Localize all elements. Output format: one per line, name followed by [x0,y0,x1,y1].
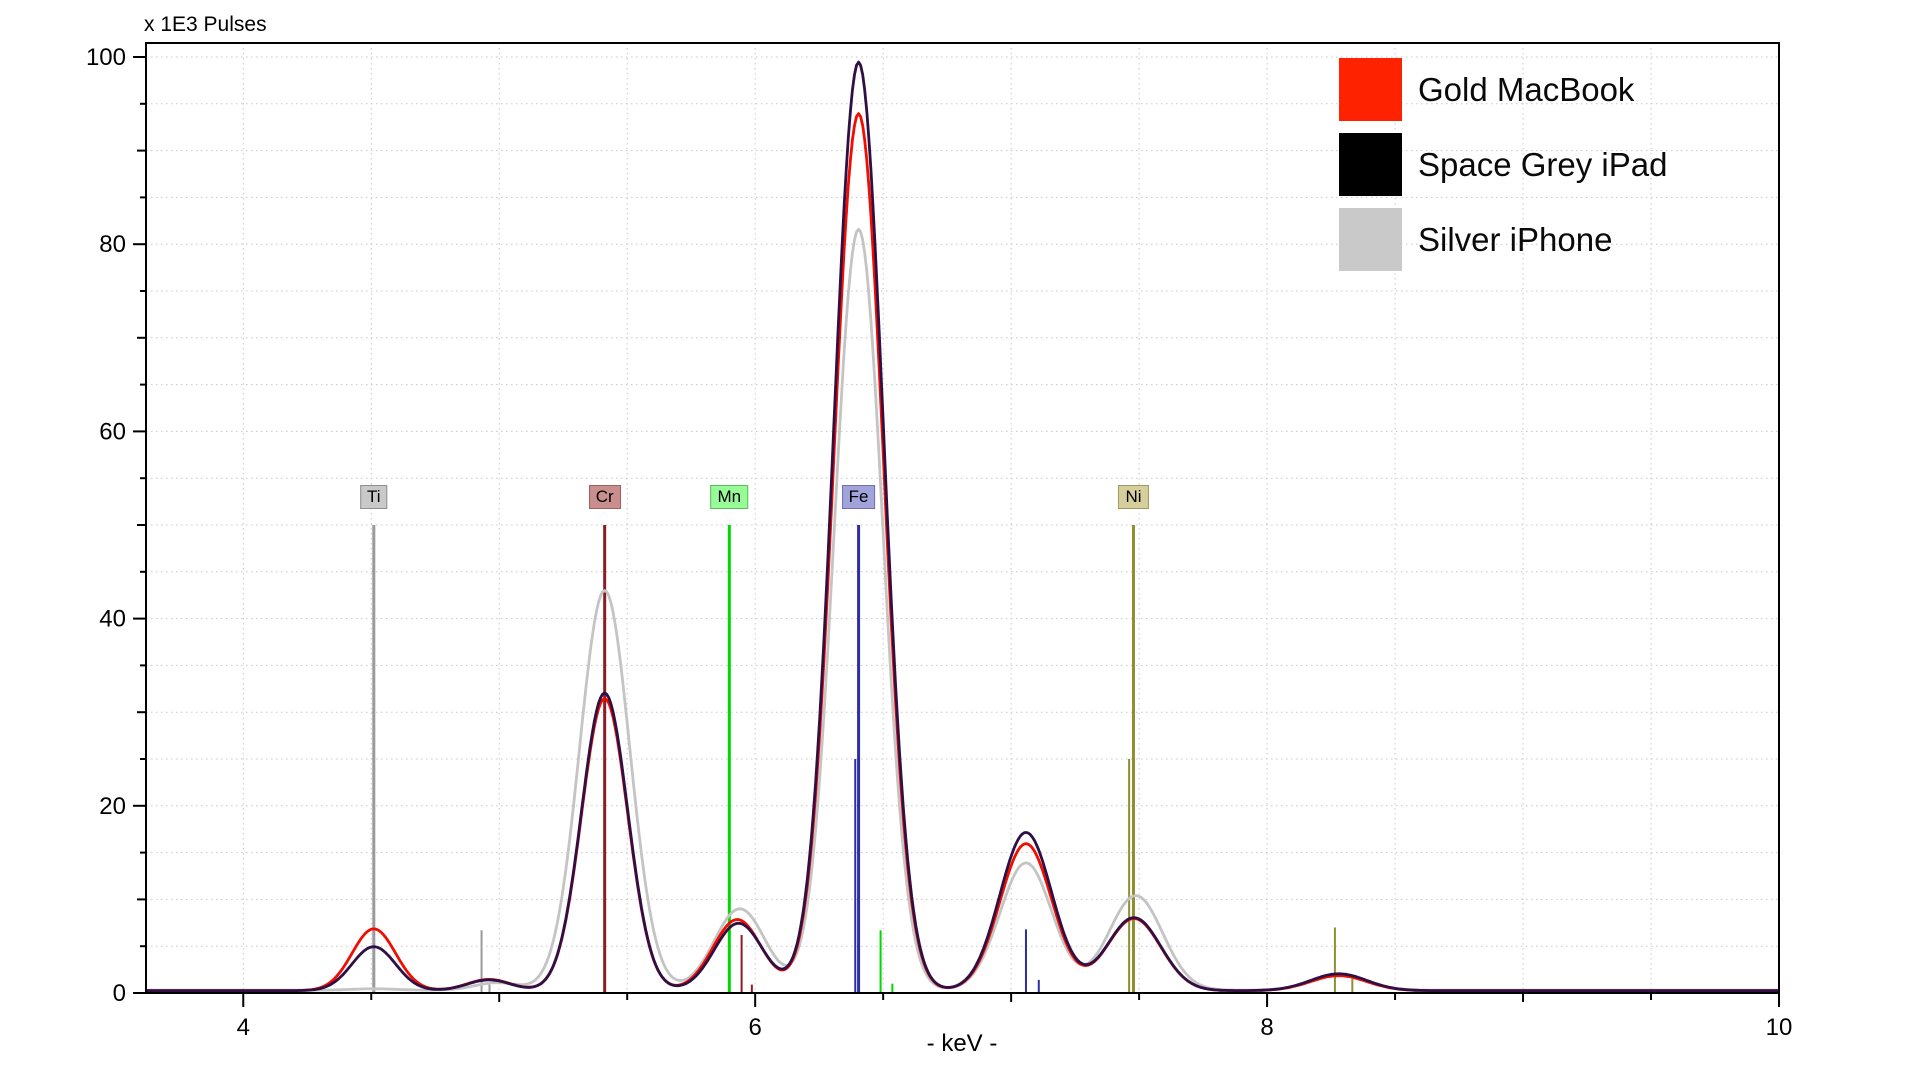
legend-swatch-silver-iphone [1339,208,1402,271]
svg-text:20: 20 [99,793,126,820]
legend-item-space-grey-ipad: Space Grey iPad [1339,133,1667,196]
svg-text:60: 60 [99,418,126,445]
series-silver-iphone [146,227,1778,992]
element-label-ni: Ni [1118,485,1149,509]
element-label-cr: Cr [588,485,621,509]
element-label-ti: Ti [360,485,388,509]
legend-label-gold-macbook: Gold MacBook [1418,70,1635,108]
legend-label-silver-iphone: Silver iPhone [1418,220,1613,258]
svg-text:80: 80 [99,231,126,258]
svg-text:0: 0 [113,980,126,1007]
svg-text:10: 10 [1766,1014,1793,1041]
gridlines [146,43,1779,993]
svg-text:40: 40 [99,606,126,633]
axis-ticks [133,56,1780,1007]
y-axis-title: x 1E3 Pulses [144,13,267,36]
plot-border [145,42,1780,994]
legend-item-gold-macbook: Gold MacBook [1339,58,1667,121]
legend-swatch-gold-macbook [1339,58,1402,121]
svg-text:100: 100 [86,44,126,71]
legend: Gold MacBook Space Grey iPad Silver iPho… [1339,58,1667,283]
element-marker-lines [372,525,1354,993]
element-label-mn: Mn [710,485,749,509]
series-space-grey-ipad [146,60,1778,993]
svg-text:6: 6 [748,1014,761,1041]
legend-item-silver-iphone: Silver iPhone [1339,208,1667,271]
legend-swatch-space-grey-ipad [1339,133,1402,196]
svg-text:8: 8 [1260,1014,1273,1041]
spectrum-curves [146,60,1778,993]
svg-text:4: 4 [237,1014,250,1041]
x-axis-title: - keV - [926,1030,998,1057]
element-label-fe: Fe [841,485,876,509]
legend-label-space-grey-ipad: Space Grey iPad [1418,145,1668,183]
